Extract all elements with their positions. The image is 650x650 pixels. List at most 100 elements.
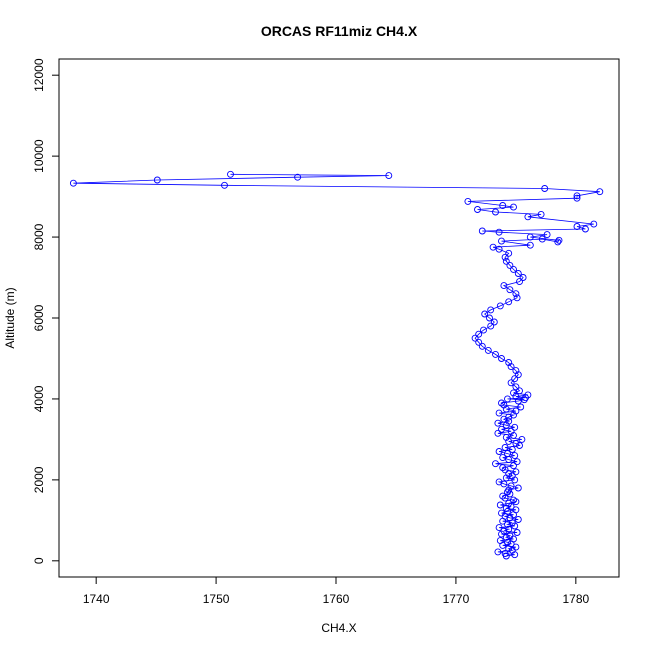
data-point — [507, 482, 515, 490]
data-point — [516, 278, 523, 286]
data-point — [506, 261, 514, 269]
data-point — [513, 294, 521, 302]
data-point — [505, 470, 513, 478]
data-point — [590, 220, 598, 228]
data-point — [516, 387, 523, 395]
y-tick-label: 8000 — [32, 223, 46, 250]
data-point — [510, 496, 517, 504]
data-point — [499, 492, 507, 500]
data-point — [227, 170, 234, 178]
data-point — [492, 350, 499, 358]
x-axis-label: CH4.X — [321, 621, 356, 635]
data-point — [499, 454, 507, 462]
data-point — [480, 326, 487, 334]
data-point — [484, 346, 492, 354]
data-point — [498, 425, 505, 433]
y-tick-label: 2000 — [32, 466, 46, 493]
data-point — [481, 310, 489, 318]
data-point — [512, 506, 520, 514]
data-point — [513, 529, 521, 536]
data-point — [471, 334, 479, 342]
y-tick-label: 6000 — [32, 304, 46, 331]
data-point — [504, 520, 511, 528]
plot-area — [69, 170, 604, 560]
data-point — [505, 298, 513, 306]
data-point — [496, 537, 504, 545]
data-point — [505, 359, 513, 366]
data-point — [506, 532, 514, 540]
data-point — [464, 197, 472, 205]
data-point — [505, 437, 513, 445]
data-point — [512, 543, 520, 551]
data-point — [499, 464, 507, 472]
data-point — [502, 533, 510, 541]
data-point — [475, 338, 483, 346]
data-point — [500, 401, 508, 409]
data-point — [537, 210, 545, 218]
data-point — [494, 429, 502, 437]
data-point — [526, 233, 534, 241]
data-point — [524, 391, 532, 399]
data-point — [486, 314, 493, 322]
series-line — [73, 173, 600, 557]
data-point — [510, 389, 517, 397]
data-point — [495, 409, 503, 417]
data-point — [573, 223, 581, 230]
data-point — [221, 181, 228, 189]
data-point — [514, 270, 522, 277]
data-point — [507, 427, 515, 435]
data-point — [518, 435, 526, 443]
data-point — [510, 265, 517, 273]
data-point — [511, 375, 519, 383]
data-point — [496, 302, 504, 310]
data-point — [501, 550, 509, 557]
data-point — [504, 507, 511, 515]
y-axis-label: Altitude (m) — [3, 287, 17, 348]
data-point — [511, 423, 519, 431]
x-tick-label: 1780 — [562, 592, 589, 606]
data-point — [505, 525, 513, 533]
data-point — [526, 241, 534, 249]
data-point — [500, 527, 508, 535]
data-point — [573, 192, 581, 200]
data-point — [501, 466, 509, 474]
data-point — [506, 286, 514, 294]
data-point — [554, 238, 562, 246]
data-point — [496, 501, 504, 509]
data-point — [500, 282, 508, 290]
data-point — [512, 290, 520, 298]
data-point — [512, 383, 520, 391]
data-point — [385, 172, 393, 180]
data-point — [498, 355, 505, 362]
data-point — [294, 173, 302, 181]
data-point — [512, 407, 520, 415]
x-axis: 1740 1750 1760 1770 1780 — [83, 576, 590, 606]
data-point — [494, 548, 502, 556]
data-point — [501, 494, 509, 502]
data-point — [478, 342, 486, 350]
data-point — [495, 448, 503, 455]
data-point — [512, 468, 520, 476]
data-point — [512, 440, 520, 447]
data-point — [499, 202, 507, 209]
data-point — [500, 480, 508, 488]
data-point — [504, 395, 511, 403]
data-point — [495, 478, 503, 486]
data-point — [495, 524, 503, 532]
data-point — [508, 446, 516, 453]
data-point — [505, 413, 513, 421]
x-tick-label: 1740 — [83, 592, 110, 606]
y-tick-label: 0 — [32, 557, 46, 564]
data-point — [153, 176, 161, 184]
data-point — [514, 516, 522, 523]
data-point — [495, 228, 503, 236]
data-point — [510, 462, 517, 470]
data-point — [502, 257, 510, 265]
data-point — [498, 399, 505, 407]
data-point — [511, 452, 519, 460]
data-point — [543, 231, 551, 239]
data-point — [513, 458, 521, 466]
data-point — [501, 253, 509, 261]
data-point — [581, 225, 589, 233]
data-point — [596, 188, 604, 196]
